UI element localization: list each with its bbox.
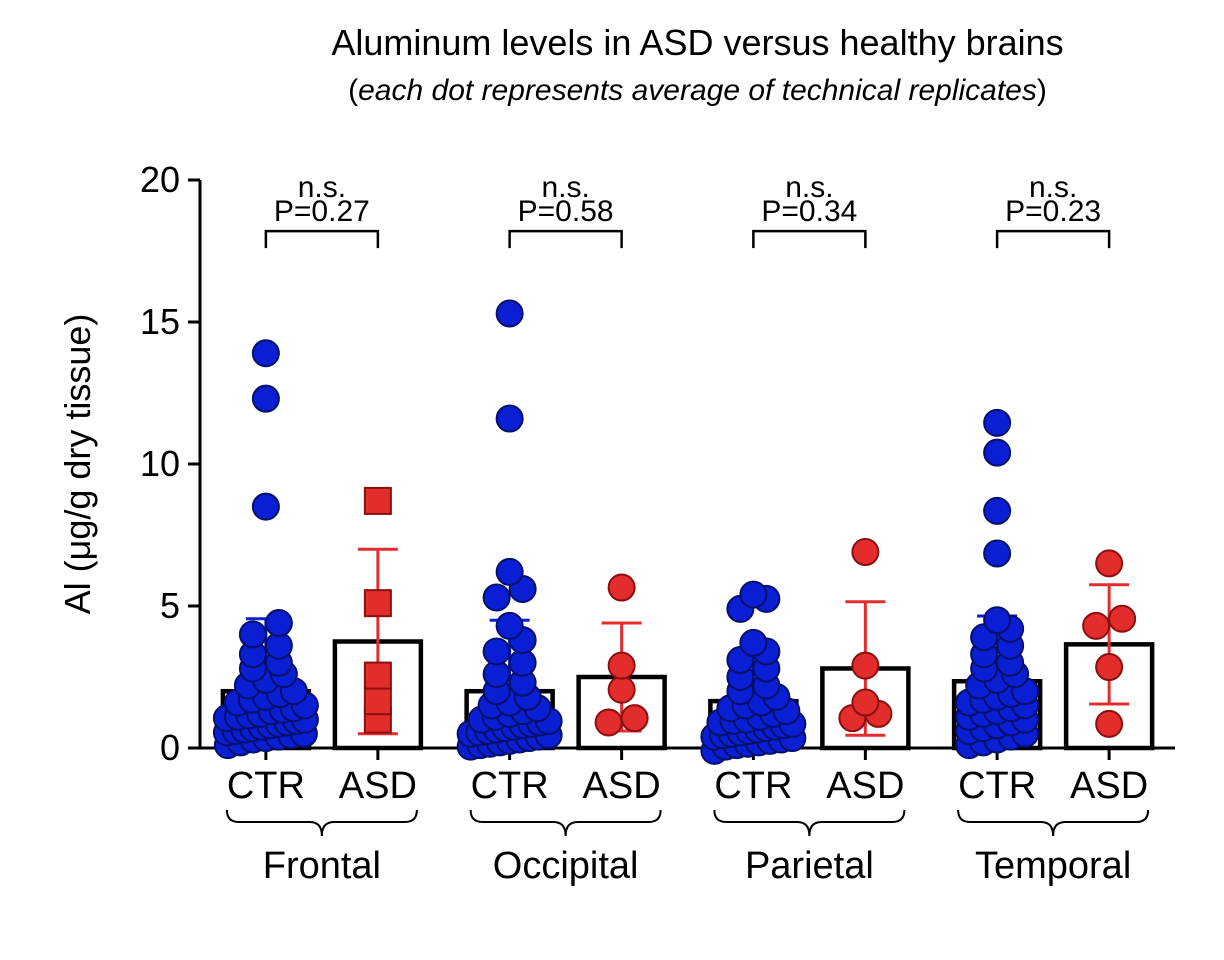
point-ctr [984,540,1010,566]
point-asd [609,653,635,679]
point-asd [1083,613,1109,639]
point-ctr [497,613,523,639]
point-asd [1096,550,1122,576]
sig-label-p: P=0.58 [518,195,614,228]
sig-label-p: P=0.34 [761,195,857,228]
point-ctr [484,638,510,664]
y-tick-label: 20 [140,159,180,200]
point-ctr [240,621,266,647]
y-tick-label: 10 [140,443,180,484]
title-line2: (each dot represents average of technica… [348,74,1047,107]
title-line1: Aluminum levels in ASD versus healthy br… [331,22,1063,63]
x-subgroup-label: CTR [227,765,305,807]
chart-container: Aluminum levels in ASD versus healthy br… [0,0,1224,960]
y-tick-label: 15 [140,301,180,342]
point-ctr [984,440,1010,466]
point-ctr [253,494,279,520]
point-ctr [497,300,523,326]
point-ctr [984,607,1010,633]
point-ctr [497,406,523,432]
point-asd [1096,654,1122,680]
region-label: Temporal [975,845,1131,887]
y-tick-label: 5 [160,585,180,626]
x-subgroup-label: CTR [714,765,792,807]
point-ctr [740,582,766,608]
x-subgroup-label: CTR [471,765,549,807]
x-subgroup-label: ASD [1070,765,1148,807]
chart-svg: Aluminum levels in ASD versus healthy br… [0,0,1224,960]
sig-label-p: P=0.27 [274,195,370,228]
x-subgroup-label: ASD [339,765,417,807]
region-label: Parietal [745,845,874,887]
point-ctr [484,584,510,610]
point-asd [852,653,878,679]
point-ctr [253,340,279,366]
point-asd [852,690,878,716]
point-asd [1096,711,1122,737]
x-subgroup-label: CTR [958,765,1036,807]
point-asd [596,709,622,735]
region-label: Occipital [493,845,639,887]
point-asd [609,677,635,703]
point-ctr [266,610,292,636]
point-ctr [984,410,1010,436]
point-ctr [497,559,523,585]
point-asd [852,539,878,565]
point-asd [622,705,648,731]
y-axis-label: Al (μg/g dry tissue) [57,314,98,615]
point-ctr [740,630,766,656]
x-subgroup-label: ASD [583,765,661,807]
point-asd [609,575,635,601]
point-asd [365,488,391,514]
point-asd [365,663,391,689]
point-asd [365,590,391,616]
sig-label-p: P=0.23 [1005,195,1101,228]
x-subgroup-label: ASD [826,765,904,807]
point-asd [1109,606,1135,632]
point-asd [365,688,391,714]
region-label: Frontal [263,845,381,887]
y-tick-label: 0 [160,727,180,768]
point-ctr [984,498,1010,524]
point-ctr [253,386,279,412]
